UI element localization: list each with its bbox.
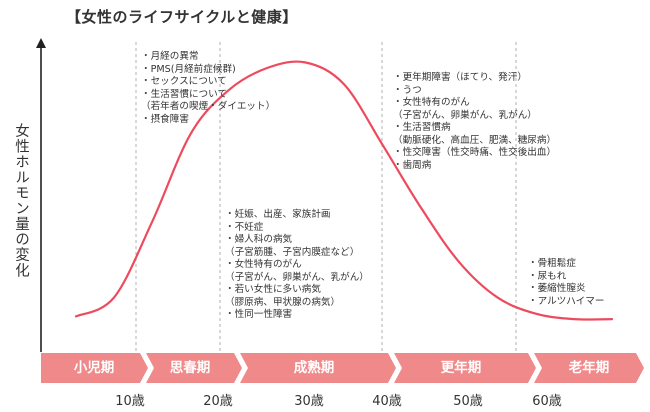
stage-label-maturity: 成熟期 (293, 360, 335, 376)
note-item: （膠原病、甲状腺の病気） (225, 296, 341, 308)
note-item: ・アルツハイマー (528, 295, 605, 307)
life-stage-band (41, 353, 644, 383)
note-item: ・尿もれ (528, 270, 567, 282)
note-item: ・生活習慣病 (393, 122, 451, 133)
stage-band-segment (240, 353, 396, 383)
note-item: （子宮がん、卵巣がん、乳がん） (393, 109, 537, 121)
y-axis-arrowhead (36, 38, 46, 48)
senescence-health-notes: ・骨粗鬆症 ・尿もれ ・萎縮性膣炎 ・アルツハイマー (528, 258, 604, 308)
note-item: ・女性特有のがん (225, 259, 302, 270)
note-item: （子宮筋腫、子宮内膜症など） (225, 246, 360, 258)
maturity-health-notes: ・妊娠、出産、家族計画 ・不妊症 ・婦人科の病気 （子宮筋腫、子宮内膜症など） … (225, 209, 369, 322)
note-item: ・萎縮性膣炎 (528, 283, 586, 294)
y-axis-label: 女性ホルモン量の変化 (13, 123, 29, 278)
stage-dividers (135, 42, 517, 352)
age-label-50: 50歳 (453, 394, 483, 409)
stage-label-puberty: 思春期 (169, 360, 211, 376)
diagram-title: 【女性のライフサイクルと健康】 (66, 8, 298, 26)
note-item: ・セックスについて (141, 76, 227, 87)
note-item: ・女性特有のがん (393, 97, 470, 108)
stage-label-childhood: 小児期 (73, 360, 115, 376)
note-item: ・生活習慣について (141, 88, 228, 100)
menopause-health-notes: ・更年期障害（ほてり、発汗） ・うつ ・女性特有のがん （子宮がん、卵巣がん、乳… (393, 72, 556, 172)
stage-band-segment (394, 353, 536, 383)
note-item: ・妊娠、出産、家族計画 (225, 209, 331, 220)
note-item: ・骨粗鬆症 (528, 258, 576, 269)
note-item: ・更年期障害（ほてり、発汗） (393, 72, 527, 83)
hormone-level-curve (74, 60, 614, 321)
age-label-30: 30歳 (294, 394, 324, 409)
age-label-20: 20歳 (203, 394, 233, 409)
note-item: （若年者の喫煙・ダイエット） (141, 101, 276, 112)
note-item: ・婦人科の病気 (225, 234, 293, 245)
note-item: （子宮がん、卵巣がん、乳がん） (225, 271, 369, 283)
stage-label-menopause: 更年期 (440, 360, 482, 376)
stage-band-segment (146, 353, 242, 383)
note-item: ・性交障害（性交時痛、性交後出血） (393, 147, 557, 158)
note-item: （動脈硬化、高血圧、肥満、糖尿病） (393, 134, 557, 146)
y-axis (36, 38, 46, 352)
note-item: ・月経の異常 (141, 51, 199, 62)
note-item: ・性同一性障害 (225, 309, 293, 320)
note-item: ・摂食障害 (141, 113, 189, 125)
note-item: ・PMS(月経前症候群) (141, 63, 236, 75)
puberty-health-notes: ・月経の異常 ・PMS(月経前症候群) ・セックスについて ・生活習慣について … (141, 51, 275, 126)
note-item: ・若い女性に多い病気 (225, 284, 321, 295)
stage-band-segment (534, 353, 644, 383)
age-label-10: 10歳 (115, 394, 145, 409)
note-item: ・うつ (393, 84, 422, 96)
stage-band-segment (41, 353, 148, 383)
note-item: ・不妊症 (225, 221, 264, 233)
age-label-60: 60歳 (532, 394, 562, 409)
age-label-40: 40歳 (372, 394, 402, 409)
note-item: ・歯周病 (393, 159, 432, 171)
stage-label-senescence: 老年期 (568, 360, 610, 376)
